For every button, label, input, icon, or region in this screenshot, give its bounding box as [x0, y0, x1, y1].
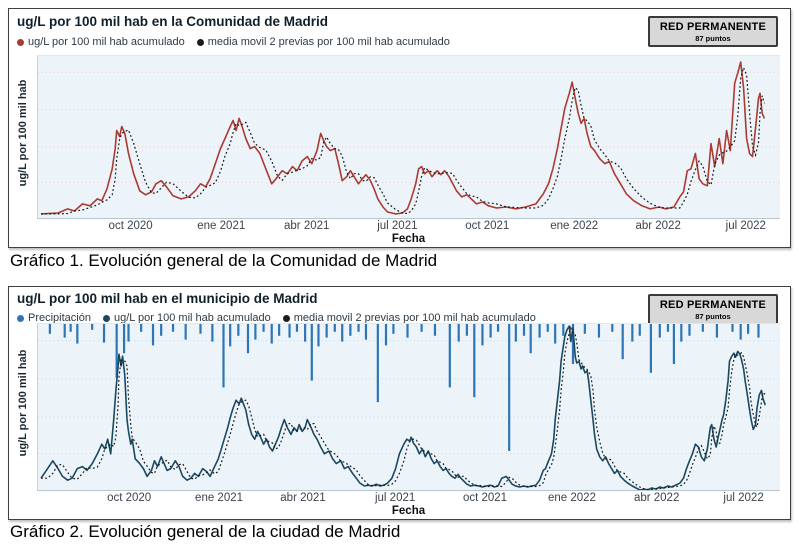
legend-label: ug/L por 100 mil hab acumulado: [113, 312, 271, 324]
x-tick-label: ene 2022: [550, 220, 599, 232]
x-tick-label: jul 2021: [377, 220, 418, 232]
chart-2-x-axis-label: Fecha: [391, 505, 426, 517]
chart-2-legend: Precipitación ug/L por 100 mil hab acumul…: [17, 312, 536, 324]
badge-subtitle: 87 puntos: [695, 312, 731, 321]
legend-label: media movil 2 previas por 100 mil hab ac…: [293, 312, 536, 324]
legend-label: Precipitación: [28, 312, 91, 324]
x-tick-label: jul 2022: [723, 492, 764, 504]
x-tick-label: jul 2022: [725, 220, 766, 232]
legend-item: Precipitación: [17, 312, 91, 324]
x-tick-label: oct 2020: [107, 492, 152, 504]
x-tick-label: oct 2020: [108, 220, 153, 232]
x-tick-label: jul 2021: [374, 492, 416, 504]
legend-item: media movil 2 previas por 100 mil hab ac…: [196, 36, 450, 48]
chart-1-title: ug/L por 100 mil hab en la Comunidad de …: [17, 14, 329, 29]
x-tick-label: ene 2022: [547, 492, 596, 504]
legend-label: media movil 2 previas por 100 mil hab ac…: [207, 36, 450, 48]
x-tick-label: abr 2022: [635, 220, 681, 232]
chart-2-x-ticks: oct 2020 ene 2021 abr 2021 jul 2021 oct 2021…: [37, 492, 780, 506]
legend-dot-icon: [282, 314, 290, 322]
x-tick-label: abr 2022: [633, 492, 680, 504]
x-tick-label: ene 2021: [197, 220, 246, 232]
chart-1-panel: ug/L por 100 mil hab en la Comunidad de …: [8, 8, 791, 248]
badge-title: RED PERMANENTE: [659, 299, 766, 311]
chart-1-y-axis-label: ug/L por 100 mil hab: [17, 79, 29, 187]
chart-2-y-axis-label: ug/L por 100 mil hab: [17, 349, 29, 457]
legend-dot-icon: [196, 38, 204, 46]
chart-1-canvas: [38, 61, 780, 215]
chart-1-legend: ug/L por 100 mil hab acumulado media movi…: [17, 36, 450, 48]
x-tick-label: abr 2021: [284, 220, 330, 232]
chart-2-canvas: [38, 324, 780, 490]
x-tick-label: oct 2021: [462, 492, 508, 504]
x-tick-label: ene 2021: [195, 492, 244, 504]
red-permanente-badge: RED PERMANENTE 87 puntos: [647, 16, 778, 47]
chart-2-caption: Gráfico 2. Evolución general de la ciuda…: [10, 522, 401, 541]
legend-dot-icon: [102, 314, 110, 322]
legend-item: media movil 2 previas por 100 mil hab ac…: [282, 312, 536, 324]
badge-title: RED PERMANENTE: [659, 21, 766, 33]
chart-1-plot-area: [37, 55, 780, 219]
chart-1-caption: Gráfico 1. Evolución general de la Comun…: [10, 251, 438, 270]
x-tick-label: abr 2021: [280, 492, 326, 504]
chart-2-title: ug/L por 100 mil hab en el municipio de …: [17, 291, 318, 306]
chart-2-plot-area: [37, 323, 780, 491]
legend-item: ug/L por 100 mil hab acumulado: [102, 312, 271, 324]
chart-1-x-ticks: oct 2020 ene 2021 abr 2021 jul 2021 oct 2021…: [37, 220, 780, 234]
red-permanente-badge: RED PERMANENTE 87 puntos: [647, 294, 778, 325]
badge-subtitle: 87 puntos: [695, 34, 731, 43]
legend-dot-icon: [17, 314, 24, 322]
legend-item: ug/L por 100 mil hab acumulado: [17, 36, 185, 48]
x-tick-label: oct 2021: [465, 220, 510, 232]
chart-2-panel: ug/L por 100 mil hab en el municipio de …: [8, 286, 791, 520]
chart-1-x-axis-label: Fecha: [391, 233, 426, 245]
legend-dot-icon: [17, 38, 24, 46]
legend-label: ug/L por 100 mil hab acumulado: [28, 36, 185, 48]
